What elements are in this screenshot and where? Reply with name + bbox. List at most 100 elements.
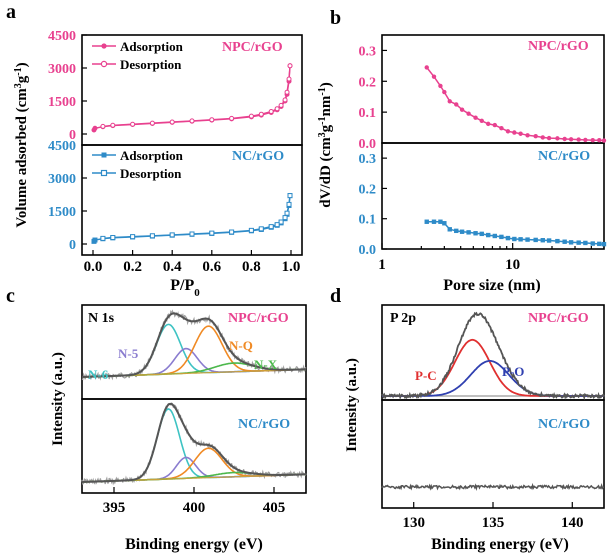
data-point <box>562 239 567 244</box>
data-point <box>284 89 290 95</box>
raw-spectrum <box>381 482 604 491</box>
data-point <box>130 121 136 127</box>
data-point <box>149 120 155 126</box>
data-point <box>505 235 511 241</box>
panel-b-tag-nc: NC/rGO <box>538 149 590 164</box>
data-point <box>459 107 465 112</box>
panel-c-title: N 1s <box>88 311 115 326</box>
panel-d-title: P 2p <box>390 311 416 326</box>
panel-c-top-series <box>81 309 307 381</box>
data-point <box>466 230 471 235</box>
data-point <box>568 240 574 245</box>
y-tick-label: 0.0 <box>359 243 377 258</box>
data-point <box>287 63 293 69</box>
panel-c-ylabel: Intensity (a.u.) <box>50 352 66 446</box>
panel-a-top-legend: Adsorption Desorption NPC/rGO <box>92 39 283 72</box>
data-point <box>110 122 116 128</box>
data-point <box>499 125 504 131</box>
label-po: P-O <box>502 364 524 379</box>
data-point <box>189 118 195 124</box>
x-tick-label: 135 <box>482 515 505 531</box>
data-point <box>473 231 478 236</box>
y-tick-label: 0.3 <box>359 152 377 167</box>
x-tick-label: 0.2 <box>123 259 142 275</box>
data-point <box>486 121 491 127</box>
data-point <box>274 222 280 228</box>
panel-d-top-series <box>381 311 605 401</box>
data-point <box>248 227 254 233</box>
data-point <box>512 236 517 242</box>
data-point <box>454 102 459 107</box>
data-point <box>286 76 292 82</box>
legend-adsorption-npc: Adsorption <box>120 39 184 54</box>
panel-b-xlabel: Pore size (nm) <box>443 277 540 294</box>
data-point <box>533 134 538 139</box>
data-point <box>518 131 523 136</box>
data-point <box>282 97 288 103</box>
y-tick-label: 1500 <box>48 205 76 220</box>
panel-b-tag-npc: NPC/rGO <box>528 39 589 54</box>
data-point <box>492 122 498 128</box>
data-point <box>130 234 136 240</box>
data-point <box>258 111 264 117</box>
panel-a-bottom-legend: Adsorption Desorption NC/rGO <box>92 148 284 181</box>
legend-adsorption-marker-nc <box>101 152 107 158</box>
y-tick-label: 0.3 <box>359 44 377 59</box>
legend-desorption-marker-nc <box>100 169 108 177</box>
panel-d-ylabel: Intensity (a.u.) <box>344 358 360 452</box>
panel-c-letter: c <box>6 285 15 307</box>
data-point <box>555 136 560 141</box>
data-point <box>546 135 552 141</box>
data-point <box>533 237 538 243</box>
raw-spectrum <box>381 311 605 401</box>
panel-a-tag-nc: NC/rGO <box>232 149 284 164</box>
x-tick-label: 10 <box>505 257 520 273</box>
data-point <box>562 136 567 142</box>
data-point <box>590 241 595 246</box>
data-point <box>518 237 523 242</box>
y-tick-label: 0.1 <box>359 106 377 121</box>
panel-b-letter: b <box>330 7 341 29</box>
data-point <box>442 221 447 226</box>
panel-a-tag-npc: NPC/rGO <box>222 40 283 55</box>
y-tick-label: 3000 <box>48 172 76 187</box>
data-point <box>278 219 284 225</box>
x-tick-label: 405 <box>263 500 286 516</box>
data-point <box>568 137 574 142</box>
x-tick-label: 1 <box>378 257 386 273</box>
fit-envelope <box>82 312 306 378</box>
y-tick-label: 0.0 <box>359 137 377 152</box>
panel-a-bottom-series <box>91 193 293 244</box>
x-tick-label: 0.6 <box>202 259 221 275</box>
y-tick-label: 4500 <box>48 139 76 154</box>
data-point <box>169 119 175 125</box>
data-point <box>583 137 588 143</box>
data-point <box>479 231 484 237</box>
data-point <box>466 111 471 116</box>
y-tick-label: 0.2 <box>359 182 377 197</box>
data-point <box>110 235 116 241</box>
x-tick-label: 395 <box>103 500 126 516</box>
x-tick-label: 0.0 <box>84 259 103 275</box>
y-tick-label: 4500 <box>48 29 76 44</box>
data-point <box>424 219 429 224</box>
legend-desorption-nc: Desorption <box>120 166 182 181</box>
data-point <box>100 123 106 129</box>
x-tick-label: 0.8 <box>242 259 261 275</box>
panel-a-top-series <box>91 63 293 133</box>
data-point <box>601 241 607 247</box>
panel-c: c 395 400 405 N 1s NPC/rGO NC/rGO N-5 N-6 … <box>6 285 307 553</box>
data-point <box>229 115 235 121</box>
y-tick-label: 0 <box>69 128 76 143</box>
data-point <box>492 233 498 239</box>
data-point <box>268 109 274 115</box>
data-point <box>92 125 98 131</box>
data-point <box>499 234 504 240</box>
y-tick-label: 0 <box>69 238 76 253</box>
data-point <box>576 137 581 142</box>
data-point <box>459 229 465 234</box>
data-point <box>540 238 545 243</box>
panel-b-bottom-series <box>424 219 607 247</box>
data-point <box>100 235 106 241</box>
